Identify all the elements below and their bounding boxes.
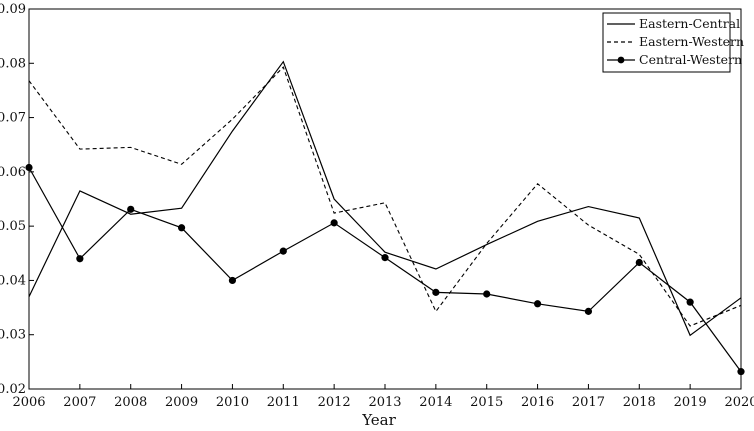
x-tick-label: 2016 xyxy=(521,395,554,410)
data-point-central-western xyxy=(432,288,440,296)
x-tick-label: 2014 xyxy=(419,395,452,410)
data-point-central-western xyxy=(228,276,237,285)
data-point-central-western xyxy=(635,258,643,267)
x-tick-label: 2006 xyxy=(12,395,45,410)
x-tick-label: 2007 xyxy=(63,395,96,410)
series-layer xyxy=(25,60,745,376)
x-tick-label: 2009 xyxy=(165,395,198,410)
data-point-central-western xyxy=(177,224,186,232)
x-axis-title: Year xyxy=(361,411,396,429)
data-point-central-western xyxy=(127,205,135,213)
legend-label-central-western: Central-Western xyxy=(639,52,742,67)
series-line-eastern-central xyxy=(28,60,742,337)
y-tick-label: 0.06 xyxy=(0,165,26,180)
data-point-central-western xyxy=(381,254,389,262)
data-point-central-western xyxy=(737,368,745,376)
y-tick-label: 0.08 xyxy=(0,56,26,71)
x-tick-label: 2020 xyxy=(724,395,754,410)
legend-marker-central-western xyxy=(617,56,625,64)
data-point-central-western xyxy=(76,255,84,263)
y-tick-label: 0.07 xyxy=(0,111,26,126)
series-line-eastern-western xyxy=(28,66,742,327)
data-point-central-western xyxy=(584,307,593,315)
series-line-central-western xyxy=(28,167,742,372)
x-tick-label: 2013 xyxy=(368,395,401,410)
legend-label-eastern-central: Eastern-Central xyxy=(639,16,740,31)
y-tick-label: 0.04 xyxy=(0,273,26,288)
x-axis-ticks: 2006 2007 2008 2009 2010 2011 2012 2013 2014 2015… xyxy=(12,384,754,410)
legend-label-eastern-western: Eastern-Western xyxy=(639,34,744,49)
data-point-central-western xyxy=(533,300,542,308)
data-point-central-western xyxy=(686,298,694,306)
legend: Eastern-Central Eastern-Western Central-We… xyxy=(602,12,744,73)
x-tick-label: 2008 xyxy=(114,395,147,410)
x-tick-label: 2015 xyxy=(470,395,503,410)
x-tick-label: 2019 xyxy=(674,395,707,410)
y-axis-ticks: 0.02 0.03 0.04 0.05 0.06 0.07 0.08 0.09 xyxy=(0,2,34,397)
x-tick-label: 2011 xyxy=(267,395,300,410)
y-tick-label: 0.05 xyxy=(0,219,26,234)
data-point-central-western xyxy=(330,219,338,227)
y-tick-label: 0.02 xyxy=(0,382,26,397)
data-point-central-western xyxy=(279,247,287,255)
data-point-central-western xyxy=(483,290,491,298)
data-point-central-western xyxy=(25,163,33,172)
x-tick-label: 2017 xyxy=(572,395,605,410)
x-tick-label: 2012 xyxy=(318,395,351,410)
x-tick-label: 2010 xyxy=(216,395,249,410)
y-tick-label: 0.09 xyxy=(0,2,26,17)
y-tick-label: 0.03 xyxy=(0,328,26,343)
x-tick-label: 2018 xyxy=(623,395,656,410)
